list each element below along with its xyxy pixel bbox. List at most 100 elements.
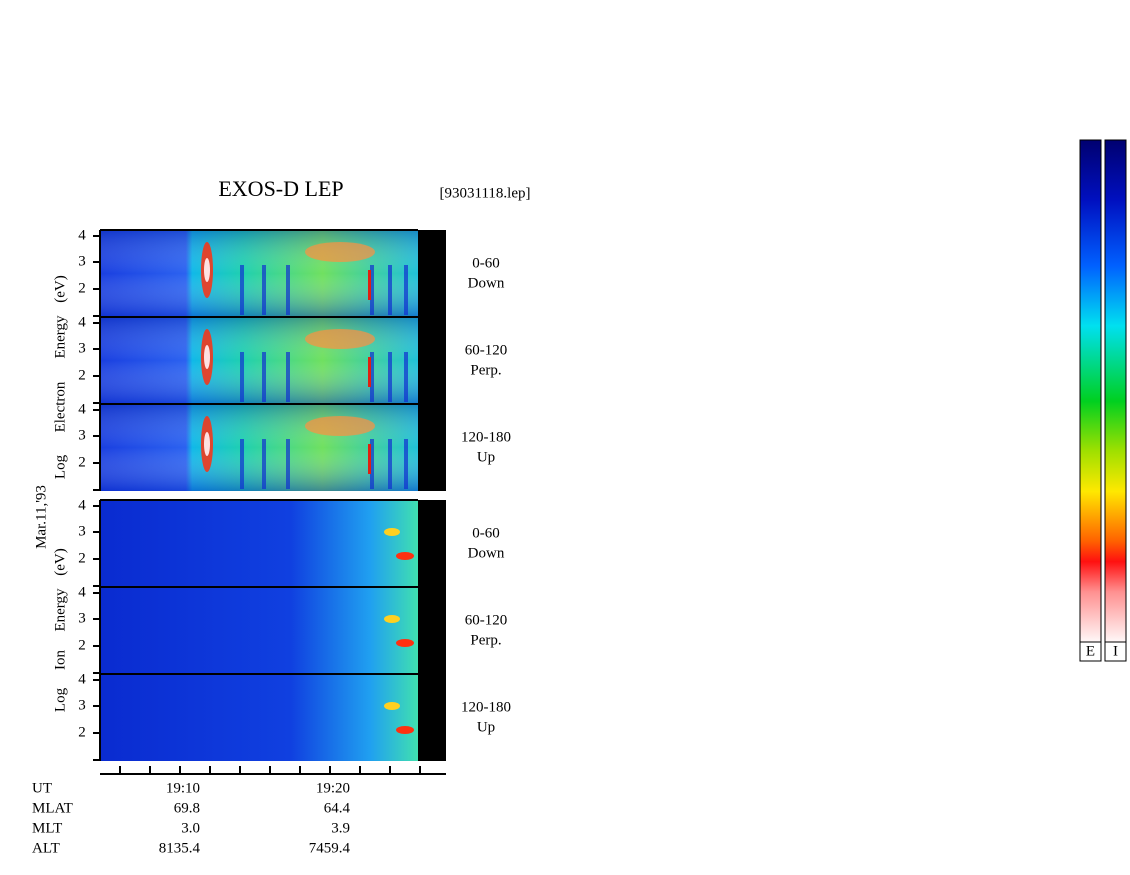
y-tick-label: 4 (78, 401, 86, 417)
no-data (418, 317, 446, 404)
y-tick-label: 3 (78, 253, 86, 269)
panels: 4 3 2 0-60 Down 4 3 2 60-120 Perp. 4 3 2 120-180 Up 4 3 2… (52, 227, 511, 761)
no-data (418, 587, 446, 674)
y-tick-label: 2 (78, 724, 86, 740)
row-label: MLAT (32, 800, 73, 816)
spectrogram-shade (100, 230, 418, 317)
direction: Perp. (470, 362, 501, 378)
row-value: 3.9 (331, 820, 350, 836)
y-axis-label: Energy (52, 315, 68, 359)
streak (388, 439, 392, 489)
y-tick-label: 4 (78, 584, 86, 600)
y-axis-label: (eV) (52, 275, 68, 302)
y-axis-label: (eV) (52, 548, 68, 575)
y-tick-label: 4 (78, 497, 86, 513)
row-value: 7459.4 (309, 840, 351, 856)
colorbar-label-box (1079, 641, 1102, 662)
streak (370, 439, 374, 489)
pitch-angle: 120-180 (461, 699, 511, 715)
streak (404, 352, 408, 402)
no-data (418, 404, 446, 491)
direction: Down (468, 275, 505, 291)
streak (240, 352, 244, 402)
direction: Up (477, 449, 495, 465)
streak (286, 265, 290, 315)
row-label: ALT (32, 840, 60, 856)
warm-spot (384, 702, 400, 710)
direction: Perp. (470, 632, 501, 648)
warm-band (305, 329, 375, 349)
y-axis-label: Log (52, 454, 68, 479)
no-data (418, 674, 446, 761)
y-axis-label: Ion (52, 650, 68, 670)
spectrogram (100, 587, 418, 674)
y-tick-label: 2 (78, 454, 86, 470)
spectrogram (100, 674, 418, 761)
y-axis-label: Energy (52, 588, 68, 632)
streak (240, 439, 244, 489)
pitch-angle: 120-180 (461, 429, 511, 445)
y-tick-label: 2 (78, 550, 86, 566)
row-value: 19:20 (316, 780, 350, 796)
y-tick-label: 3 (78, 340, 86, 356)
streak (262, 439, 266, 489)
streak (262, 265, 266, 315)
file-name: [93031118.lep] (440, 185, 531, 201)
streak (286, 439, 290, 489)
hot-spot (396, 726, 414, 734)
y-tick-label: 4 (78, 671, 86, 687)
streak (240, 265, 244, 315)
y-tick-label: 2 (78, 637, 86, 653)
row-label: UT (32, 780, 52, 796)
row-value: 64.4 (324, 800, 351, 816)
hot-spot (204, 258, 210, 282)
y-axis-label: Electron (52, 381, 68, 432)
y-axis-label: Log (52, 687, 68, 712)
y-tick-label: 4 (78, 227, 86, 243)
colorbar-label: I (1113, 643, 1118, 659)
warm-spot (384, 528, 400, 536)
pitch-angle: 0-60 (472, 525, 500, 541)
orbit-table: UT 19:10 19:20 MLAT 69.8 64.4 MLT 3.0 3.9 ALT 8135… (32, 780, 351, 856)
hot-spot (204, 345, 210, 369)
colorbar (1104, 139, 1127, 643)
date: Mar.11,'93 (33, 485, 49, 549)
streak (368, 270, 371, 300)
streak (404, 439, 408, 489)
colorbar-label-box (1104, 641, 1127, 662)
warm-band (305, 242, 375, 262)
y-tick-label: 3 (78, 523, 86, 539)
streak (368, 357, 371, 387)
y-tick-label: 3 (78, 427, 86, 443)
colorbar-label: E (1086, 643, 1095, 659)
hot-spot (396, 639, 414, 647)
pitch-angle: 0-60 (472, 255, 500, 271)
warm-band (305, 416, 375, 436)
pitch-angle: 60-120 (465, 342, 508, 358)
direction: Down (468, 545, 505, 561)
spectrogram-shade (100, 317, 418, 404)
hot-spot (204, 432, 210, 456)
y-tick-label: 2 (78, 367, 86, 383)
warm-spot (384, 615, 400, 623)
y-tick-label: 2 (78, 280, 86, 296)
y-tick-label: 4 (78, 314, 86, 330)
row-label: MLT (32, 820, 62, 836)
row-value: 19:10 (166, 780, 200, 796)
hot-spot (396, 552, 414, 560)
streak (370, 352, 374, 402)
no-data (418, 230, 446, 317)
colorbar (1079, 139, 1102, 643)
y-tick-label: 3 (78, 610, 86, 626)
no-data (418, 500, 446, 587)
row-value: 8135.4 (159, 840, 201, 856)
spectrogram-shade (100, 404, 418, 491)
streak (286, 352, 290, 402)
row-value: 3.0 (181, 820, 200, 836)
streak (404, 265, 408, 315)
spectrogram (100, 500, 418, 587)
direction: Up (477, 719, 495, 735)
streak (262, 352, 266, 402)
